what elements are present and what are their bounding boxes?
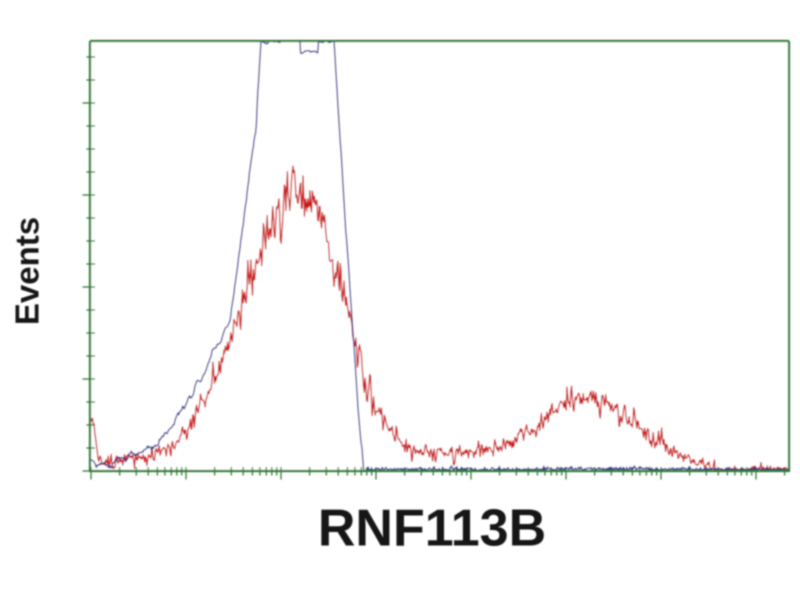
svg-text:Events: Events: [9, 217, 46, 325]
svg-text:RNF113B: RNF113B: [318, 500, 546, 558]
